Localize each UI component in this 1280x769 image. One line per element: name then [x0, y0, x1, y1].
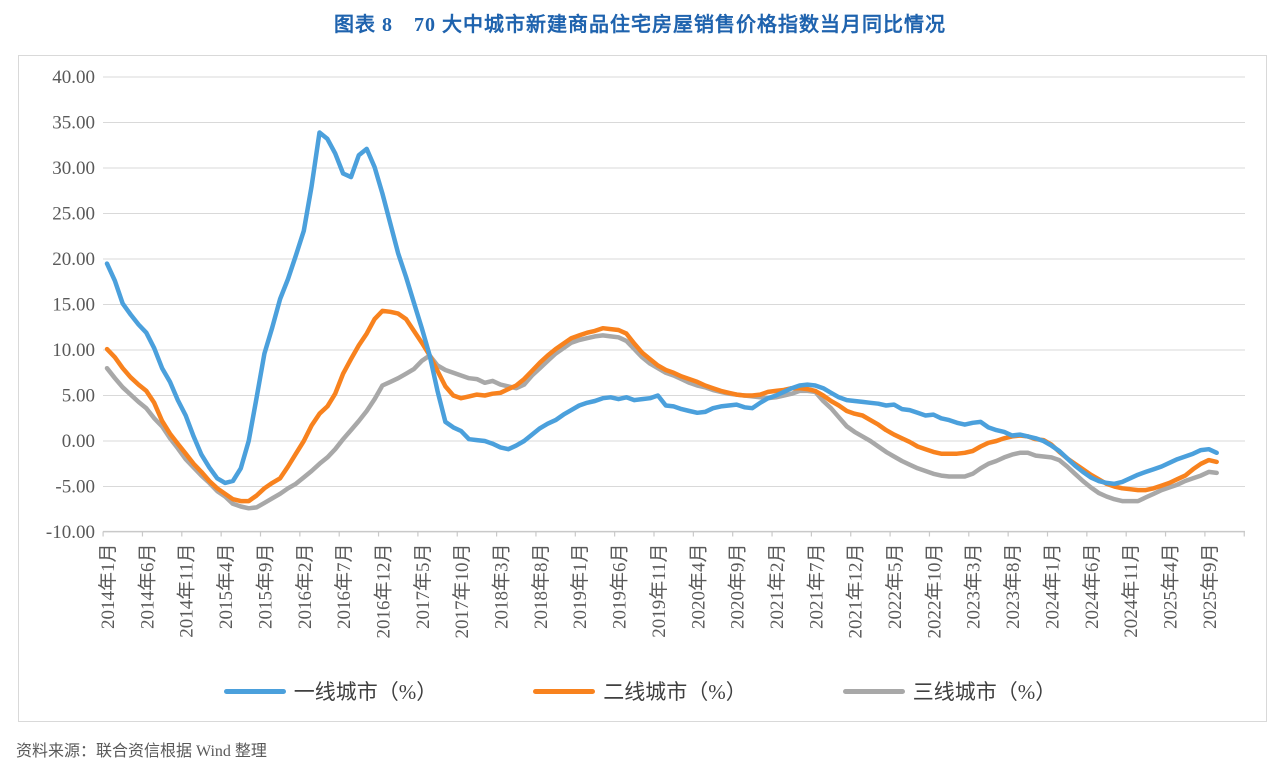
y-axis-tick-label: 10.00 [52, 340, 95, 361]
x-axis-tick-label: 2024年6月 [1081, 544, 1103, 630]
x-axis-tick-label: 2020年4月 [687, 544, 709, 630]
x-axis-tick-label: 2023年3月 [963, 544, 985, 630]
page-title: 图表 8 70 大中城市新建商品住宅房屋销售价格指数当月同比情况 [334, 14, 946, 36]
x-axis-tick-label: 2021年12月 [845, 544, 867, 639]
x-axis-tick-label: 2022年5月 [884, 544, 906, 630]
x-axis-tick-label: 2018年3月 [491, 544, 513, 630]
chart-frame [18, 55, 1267, 722]
legend-label-second-tier: 二线城市（%） [603, 680, 747, 704]
x-axis-tick-label: 2025年4月 [1159, 544, 1181, 630]
chart-legend: 一线城市（%） 二线城市（%） 三线城市（%） [0, 676, 1280, 706]
y-axis-tick-label: 20.00 [52, 249, 95, 270]
y-axis-tick-label: 0.00 [62, 431, 95, 452]
x-axis-tick-label: 2019年11月 [648, 544, 670, 638]
y-axis-tick-label: 30.00 [52, 158, 95, 179]
second-tier-line [104, 308, 1219, 504]
y-axis-tick-label: 40.00 [52, 67, 95, 88]
third-tier-line-swatch [842, 688, 905, 694]
x-axis-tick-label: 2022年10月 [923, 544, 945, 639]
x-axis-tick-label: 2015年4月 [215, 544, 237, 630]
first-tier-line-swatch [223, 688, 286, 694]
x-axis-tick-label: 2014年6月 [136, 544, 158, 630]
y-axis-tick-label: 25.00 [52, 204, 95, 225]
y-axis-tick-label: -5.00 [55, 477, 95, 498]
x-axis-tick-label: 2016年7月 [333, 544, 355, 630]
x-axis-tick-label: 2023年8月 [1002, 544, 1024, 630]
x-axis-tick-label: 2024年1月 [1041, 544, 1063, 630]
legend-item-third-tier: 三线城市（%） [842, 676, 1057, 706]
x-axis-tick-label: 2015年9月 [254, 544, 276, 630]
y-axis-tick-label: 15.00 [52, 295, 95, 316]
x-axis-tick-label: 2017年5月 [412, 544, 434, 630]
second-tier-line-swatch [533, 688, 596, 694]
x-axis-tick-label: 2025年9月 [1199, 544, 1221, 630]
x-axis-tick-label: 2016年2月 [294, 544, 316, 630]
y-axis-tick-label: 35.00 [52, 113, 95, 134]
x-axis-tick-label: 2021年2月 [766, 544, 788, 630]
x-axis-tick-label: 2018年8月 [530, 544, 552, 630]
first-tier-line [104, 130, 1219, 487]
x-axis-tick-label: 2021年7月 [805, 544, 827, 630]
x-axis-tick-label: 2014年1月 [97, 544, 119, 630]
source-note: 资料来源：联合资信根据 Wind 整理 [16, 743, 267, 760]
legend-label-third-tier: 三线城市（%） [912, 680, 1057, 704]
x-axis-tick-label: 2016年12月 [372, 544, 394, 639]
third-tier-line [104, 333, 1219, 511]
x-axis-tick-label: 2020年9月 [727, 544, 749, 630]
legend-item-first-tier: 一线城市（%） [223, 676, 438, 706]
x-axis-tick-label: 2019年1月 [569, 544, 591, 630]
y-axis-tick-label: 5.00 [62, 386, 95, 407]
x-axis-tick-label: 2017年10月 [451, 544, 473, 639]
y-axis-tick-label: -10.00 [46, 522, 95, 543]
x-axis-tick-label: 2024年11月 [1120, 544, 1142, 638]
x-axis-tick-label: 2014年11月 [176, 544, 198, 638]
legend-item-second-tier: 二线城市（%） [533, 676, 747, 706]
x-axis-tick-label: 2019年6月 [609, 544, 631, 630]
legend-label-first-tier: 一线城市（%） [293, 680, 438, 704]
